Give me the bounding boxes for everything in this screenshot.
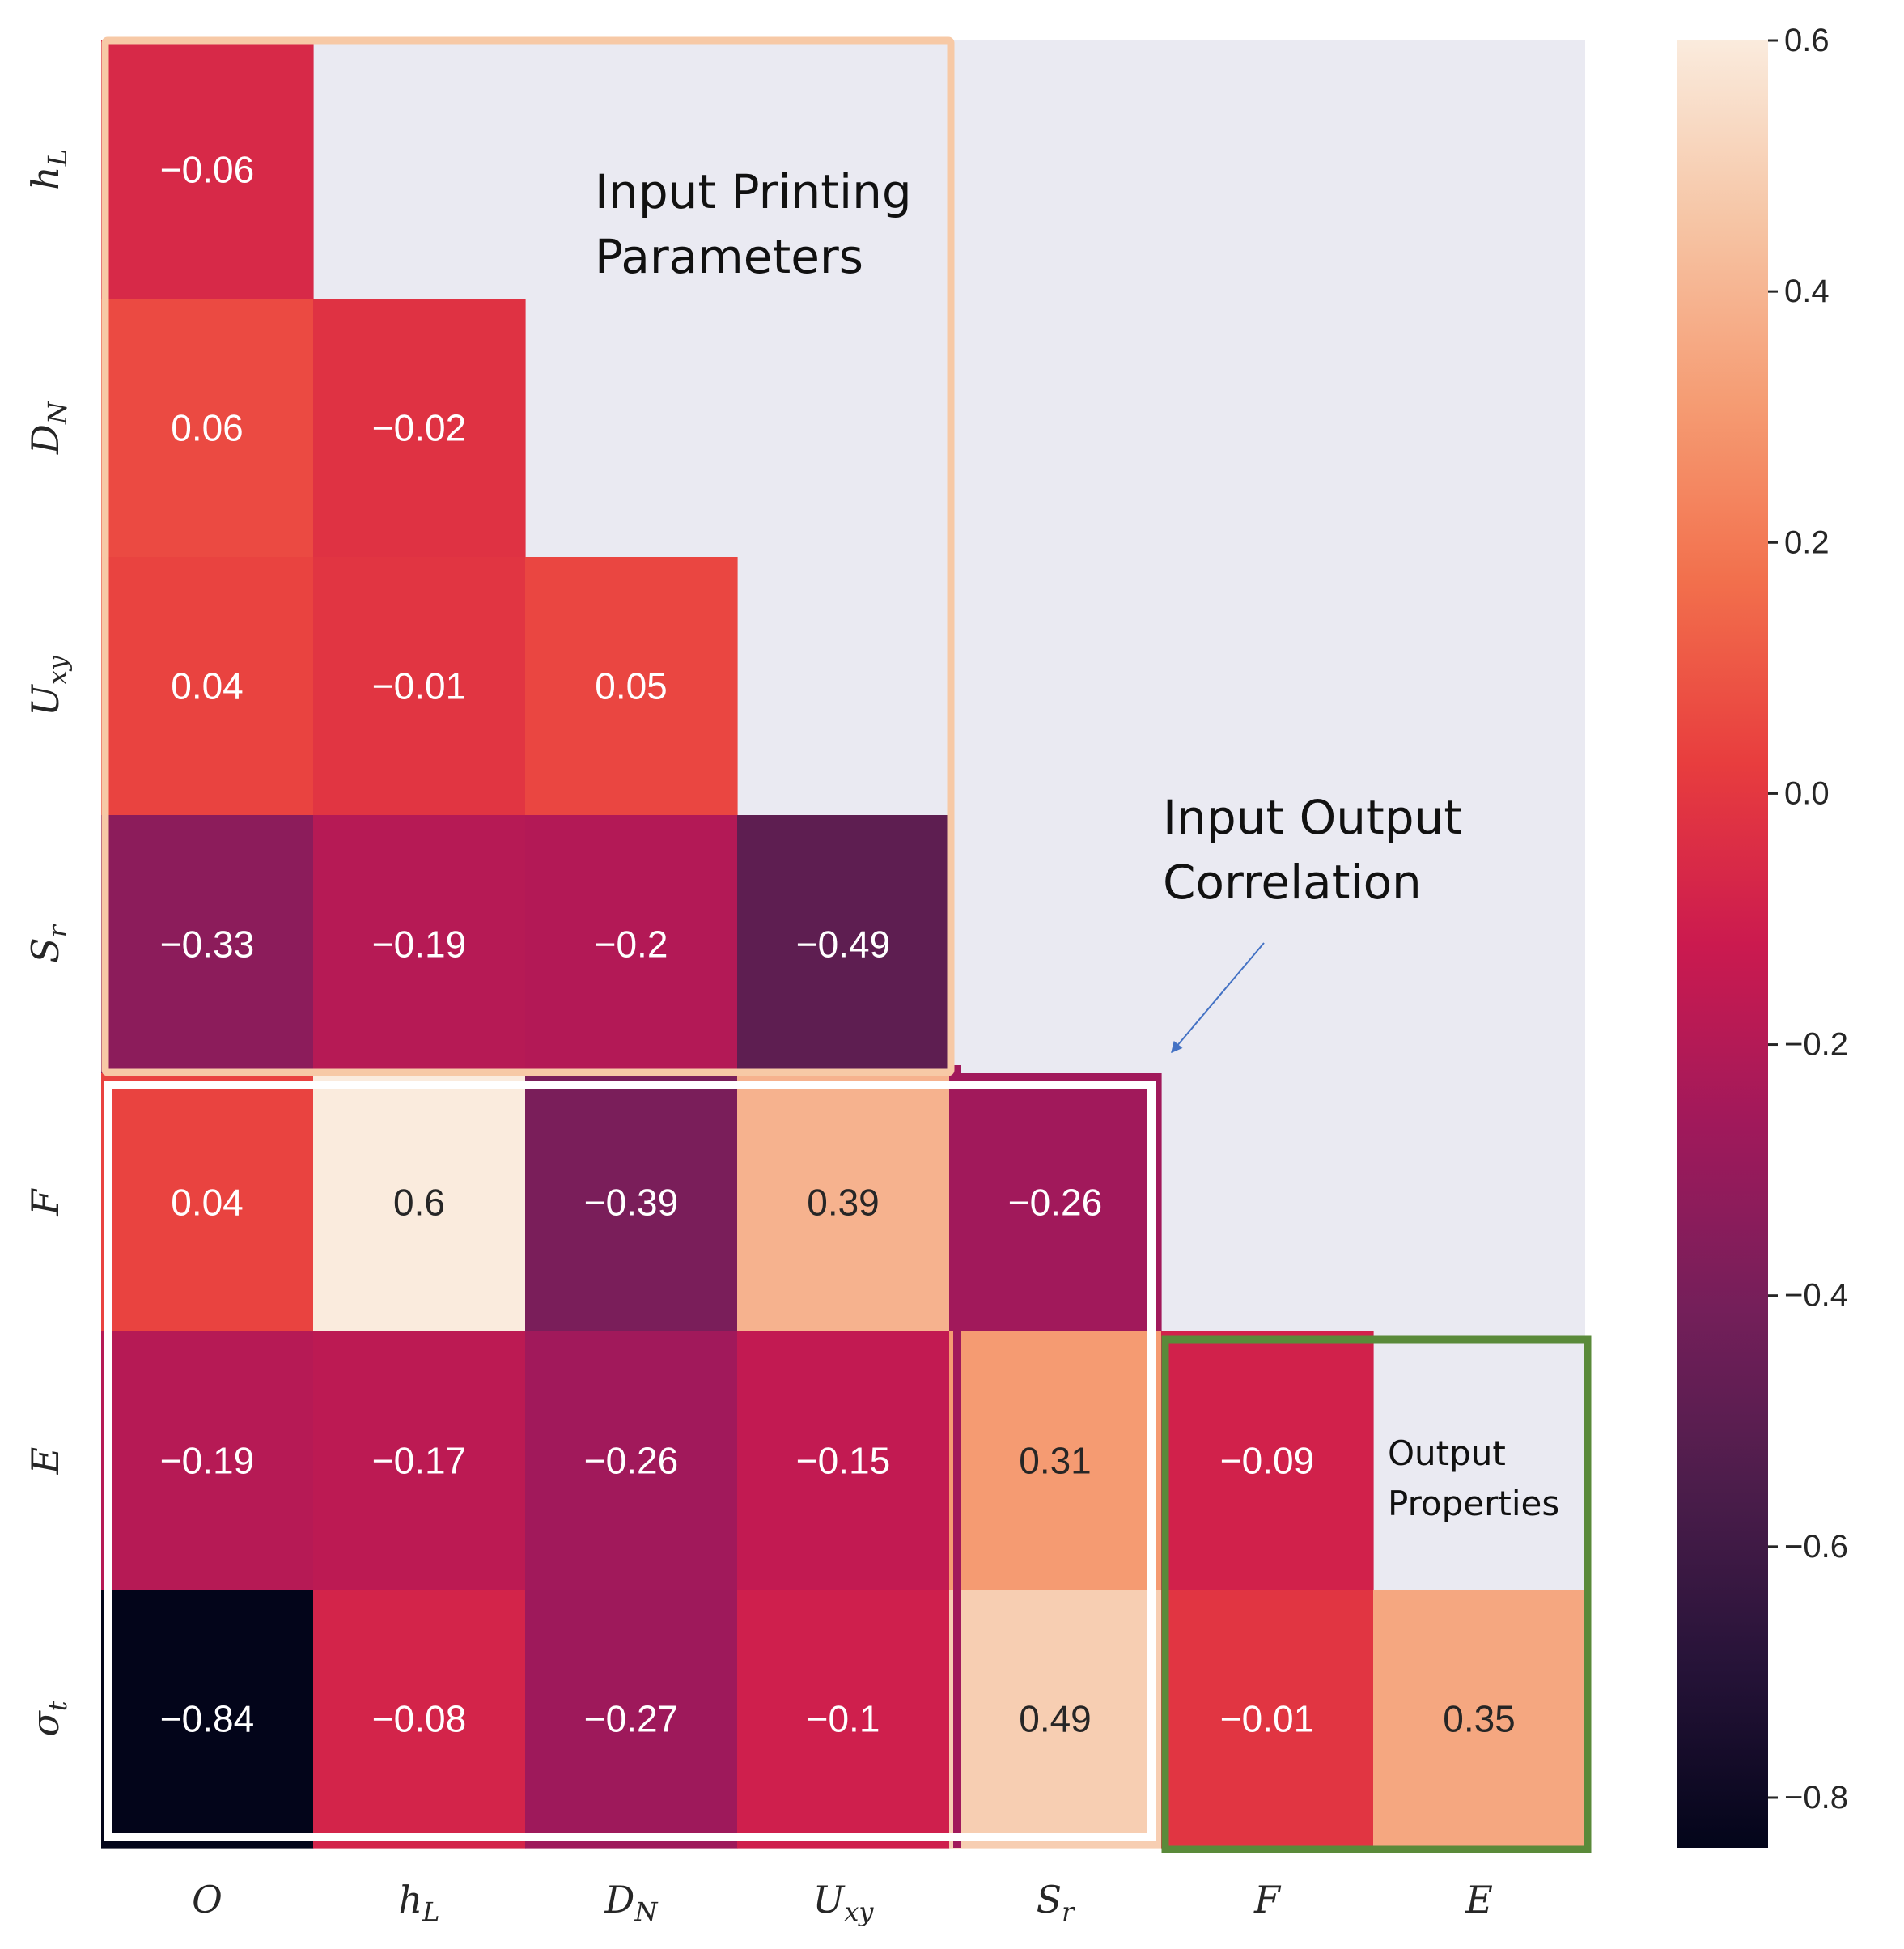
heatmap-cell-r3-c3 — [737, 815, 950, 1074]
cell-label-r3-c3: −0.49 — [796, 924, 890, 966]
colorbar-tick-label-7: −0.8 — [1784, 1780, 1848, 1815]
heatmap-cell-r2-c0 — [101, 557, 314, 816]
colorbar-tick-label-6: −0.6 — [1784, 1529, 1848, 1565]
heatmap-cell-r1-c0 — [101, 299, 314, 558]
cell-label-r2-c2: 0.05 — [595, 665, 668, 707]
cell-label-r2-c1: −0.01 — [372, 665, 466, 707]
cell-label-r6-c0: −0.84 — [160, 1698, 254, 1740]
colorbar: 0.6 0.4 0.2 0.0 −0.2 −0.4 −0.6 −0.8 — [1677, 23, 1848, 1848]
y-tick-label-5: E — [23, 1447, 67, 1476]
x-tick-label-2: DN — [604, 1878, 659, 1927]
cell-label-r4-c4: −0.26 — [1008, 1182, 1102, 1224]
colorbar-tick-label-4: −0.2 — [1784, 1027, 1848, 1063]
y-tick-label-6: σt — [23, 1701, 73, 1736]
heatmap-cell-r5-c4 — [949, 1331, 1162, 1590]
heatmap-cell-r5-c0 — [101, 1331, 314, 1590]
output-properties-line-0: Output — [1388, 1433, 1506, 1473]
cell-label-r4-c2: −0.39 — [584, 1182, 678, 1224]
heatmap-cell-r4-c4 — [949, 1073, 1162, 1332]
heatmap-cell-r0-c0 — [101, 40, 314, 299]
colorbar-gradient — [1677, 40, 1768, 1848]
colorbar-tick-label-0: 0.6 — [1784, 23, 1830, 58]
x-tick-label-1: hL — [399, 1878, 440, 1927]
y-tick-label-0: hL — [23, 149, 73, 190]
colorbar-tick-label-3: 0.0 — [1784, 775, 1830, 811]
output-properties-line-1: Properties — [1388, 1484, 1559, 1523]
y-tick-label-3: Sr — [23, 924, 73, 963]
heatmap-cell-r6-c3 — [737, 1590, 950, 1849]
annotation-texts: Input Printing Parameters Input Output Corr… — [595, 164, 1559, 1523]
heatmap-cell-r5-c1 — [313, 1331, 526, 1590]
cell-label-r6-c2: −0.27 — [584, 1698, 678, 1740]
input-printing-parameters-box — [101, 36, 955, 1076]
heatmap-cell-r4-c0 — [101, 1073, 314, 1332]
y-tick-label-2: Uxy — [23, 655, 73, 716]
y-tick-label-1: DN — [23, 401, 73, 455]
cell-label-r5-c4: 0.31 — [1019, 1440, 1092, 1482]
heatmap-cell-r4-c3 — [737, 1073, 950, 1332]
input-output-correlation-box — [104, 1081, 1156, 1841]
colorbar-tick-label-5: −0.4 — [1784, 1278, 1848, 1314]
heatmap-cell-r5-c3 — [737, 1331, 950, 1590]
input-printing-parameters-line-1: Parameters — [595, 229, 863, 284]
heatmap-cell-r4-c1 — [313, 1073, 526, 1332]
heatmap-cell-r6-c4 — [949, 1590, 1162, 1849]
annotation-boxes — [101, 36, 1592, 1853]
input-printing-parameters-line-0: Input Printing — [595, 164, 912, 219]
output-properties-box — [1161, 1335, 1592, 1853]
cell-label-r3-c2: −0.2 — [595, 924, 668, 966]
heatmap-cell-r6-c5 — [1161, 1590, 1374, 1849]
heatmap-cell-r6-c1 — [313, 1590, 526, 1849]
cell-label-r4-c3: 0.39 — [807, 1182, 880, 1224]
x-tick-label-4: Sr — [1037, 1878, 1076, 1927]
cell-label-r5-c1: −0.17 — [372, 1440, 466, 1482]
cell-label-r5-c3: −0.15 — [796, 1440, 890, 1482]
heatmap-cell-r5-c2 — [525, 1331, 738, 1590]
cell-label-r6-c3: −0.1 — [807, 1698, 880, 1740]
heatmap-cell-r2-c1 — [313, 557, 526, 816]
cell-label-r3-c1: −0.19 — [372, 924, 466, 966]
cell-label-r4-c0: 0.04 — [171, 1182, 244, 1224]
heatmap-cell-r1-c1 — [313, 299, 526, 558]
heatmap-cell-r5-c5 — [1161, 1331, 1374, 1590]
heatmap-cell-r6-c2 — [525, 1590, 738, 1849]
x-tick-label-5: F — [1253, 1878, 1282, 1921]
heatmap-cell-r3-c1 — [313, 815, 526, 1074]
y-tick-label-4: F — [23, 1187, 67, 1216]
cell-label-r0-c0: −0.06 — [160, 149, 254, 191]
heatmap-cell-r6-c6 — [1373, 1590, 1586, 1849]
heatmap-cell-r3-c2 — [525, 815, 738, 1074]
cell-label-r6-c6: 0.35 — [1443, 1698, 1516, 1740]
cell-label-r5-c5: −0.09 — [1220, 1440, 1314, 1482]
cell-label-r6-c1: −0.08 — [372, 1698, 466, 1740]
cell-label-r1-c0: 0.06 — [171, 407, 244, 449]
cell-label-r5-c2: −0.26 — [584, 1440, 678, 1482]
cell-label-r6-c4: 0.49 — [1019, 1698, 1092, 1740]
cell-label-r4-c1: 0.6 — [393, 1182, 445, 1224]
heatmap-cell-r3-c0 — [101, 815, 314, 1074]
correlation-arrow — [1171, 942, 1265, 1054]
cell-label-r3-c0: −0.33 — [160, 924, 254, 966]
x-tick-label-0: O — [192, 1878, 223, 1921]
heatmap-cells: −0.06 0.06 −0.02 0.04 −0.01 0.05 −0.33 −0.19 −0.… — [101, 40, 1586, 1849]
x-tick-label-6: E — [1465, 1878, 1493, 1921]
input-output-correlation-line-1: Correlation — [1163, 855, 1422, 910]
heatmap-cell-r6-c0 — [101, 1590, 314, 1849]
divider-strip — [953, 1065, 961, 1848]
cell-label-r6-c5: −0.01 — [1220, 1698, 1314, 1740]
heatmap-cell-r2-c2 — [525, 557, 738, 816]
cell-label-r2-c0: 0.04 — [171, 665, 244, 707]
cell-label-r5-c0: −0.19 — [160, 1440, 254, 1482]
colorbar-tick-label-2: 0.2 — [1784, 524, 1830, 560]
cell-label-r1-c1: −0.02 — [372, 407, 466, 449]
input-output-correlation-line-0: Input Output — [1163, 790, 1462, 845]
heatmap-cell-r4-c2 — [525, 1073, 738, 1332]
x-tick-label-3: Uxy — [813, 1878, 875, 1927]
colorbar-tick-label-1: 0.4 — [1784, 274, 1830, 309]
